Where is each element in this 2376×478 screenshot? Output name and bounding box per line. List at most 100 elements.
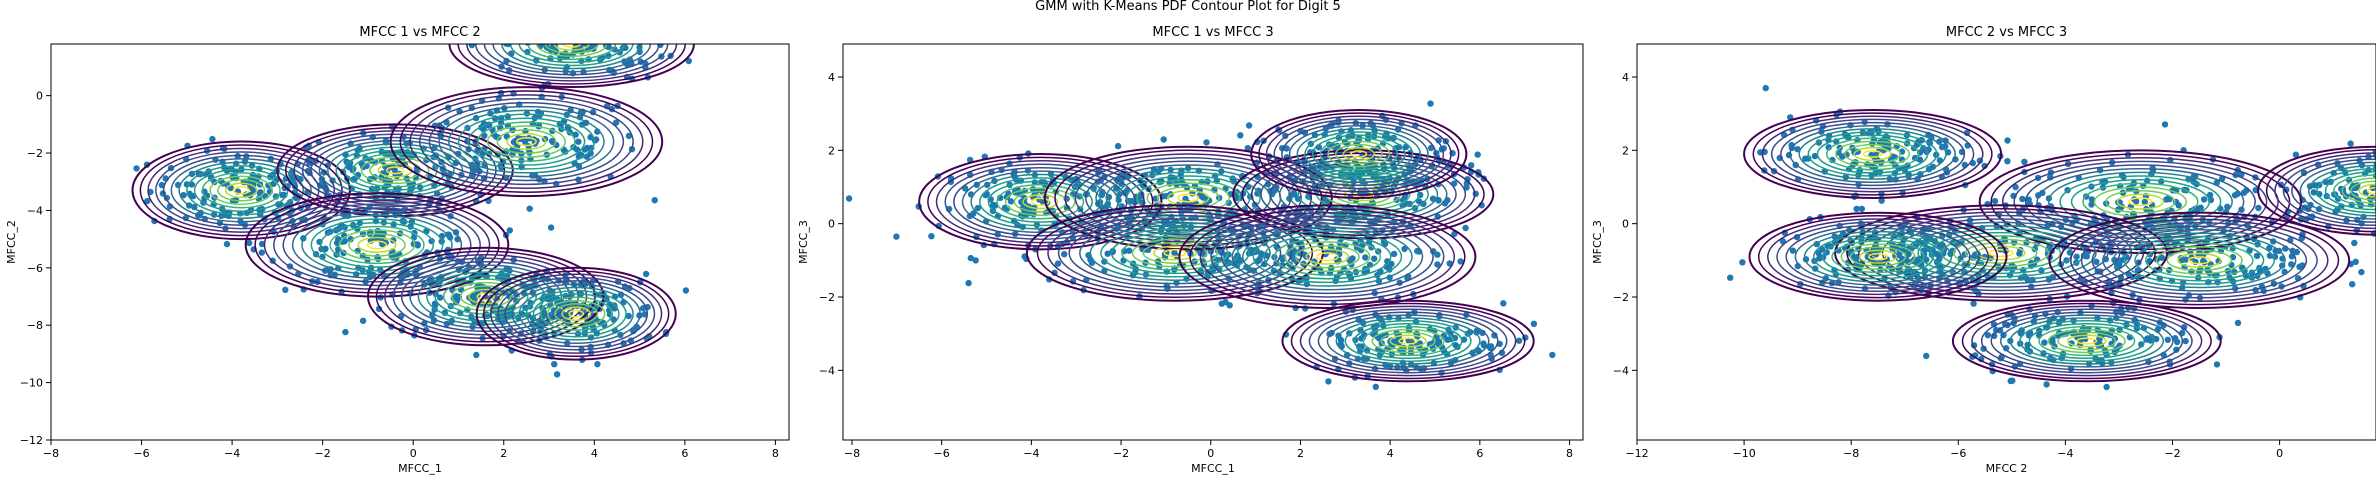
data-point [1101,258,1108,265]
data-point [1226,302,1233,309]
data-point [2043,381,2050,388]
gmm-component-5-contours [1178,204,1477,310]
data-point [627,32,633,38]
contour-line [1335,317,1481,365]
contour-line [399,90,654,193]
contour-line [2274,152,2376,230]
contour-line [490,273,663,354]
data-point [641,16,647,22]
contour-line [554,303,599,325]
contour-line [525,289,627,338]
figure-title: GMM with K-Means PDF Contour Plot for Di… [1035,0,1341,14]
y-tick-label: −4 [819,364,835,377]
contour-line [1371,328,1445,354]
data-point [1762,84,1769,92]
data-point [1160,136,1167,143]
data-point [2240,189,2248,196]
data-point [2352,258,2359,265]
contour-line [1142,242,1208,264]
data-point [1853,205,1860,213]
contour-line [1780,121,1966,187]
contour-line [1822,237,1934,277]
x-tick-label: 0 [410,447,417,460]
contour-line [1831,240,1925,274]
data-point [1225,199,1232,207]
contour-line [318,140,472,201]
contour-line [2291,158,2376,223]
contour-line [438,105,615,178]
contour-line [209,175,273,205]
contour-line [201,172,281,209]
data-point [551,361,558,368]
data-point [511,24,517,30]
contour-line [501,44,643,70]
data-point [624,31,630,37]
contour-line [1126,175,1251,221]
axes-frame [50,43,790,441]
contour-line [1210,215,1445,298]
x-tick-label: 4 [1387,447,1394,460]
contour-line [2070,218,2329,302]
contour-line [1767,218,1989,296]
data-point [1126,247,1133,254]
contour-line [1362,325,1454,357]
contour-line [1265,115,1452,193]
contour-line [224,182,258,199]
contour-line [2166,249,2233,272]
contour-line [1752,112,1993,196]
contour-line [1798,128,1947,180]
data-point [619,11,625,17]
contour-line [1853,146,1892,162]
data-point [1789,247,1797,254]
data-point [2296,263,2303,270]
contour-line [263,199,491,290]
data-point [1878,197,1885,204]
data-point [2007,377,2014,385]
contour-line [497,276,656,351]
data-point [1878,190,1885,198]
subplot-title: MFCC 1 vs MFCC 3 [1152,25,1273,40]
contour-line [448,44,695,88]
data-point [536,22,542,28]
contour-line [492,44,652,73]
x-axis-label: MFCC_1 [398,462,442,475]
contour-line [544,44,599,54]
data-point [542,37,548,43]
gmm-component-4-contours [2048,211,2351,309]
data-point [974,204,981,212]
contour-line [1288,124,1429,184]
contour-line [1242,226,1413,287]
contour-line [1022,194,1059,210]
x-tick-label: 2 [500,447,507,460]
data-point [642,270,650,278]
contour-line [1825,137,1920,171]
data-point [2143,336,2150,343]
contour-line [518,286,634,341]
data-point [535,26,541,32]
data-point [1480,340,1487,347]
contour-line [1846,207,2156,299]
data-point [1498,349,1506,356]
x-tick-label: −6 [133,447,149,460]
contour-line [1100,228,1250,278]
plot-contents [131,11,695,378]
data-point [1171,249,1178,256]
data-point [1372,383,1380,390]
data-point [2161,121,2169,128]
data-point [845,195,853,202]
contour-line [518,44,625,64]
contour-line [979,177,1102,227]
contour-line [1350,150,1368,158]
data-point [1362,254,1369,261]
contour-line [1849,246,1907,267]
contour-line [1743,109,2003,199]
data-point [180,192,187,199]
contour-line [2028,322,2145,360]
data-point [523,110,531,117]
contour-line [1305,248,1350,265]
contour-line [2080,222,2318,299]
contour-line [1334,143,1383,165]
x-tick-label: −8 [1843,447,1859,460]
data-point [258,240,266,248]
x-axis-label: MFCC_1 [1191,462,1235,475]
